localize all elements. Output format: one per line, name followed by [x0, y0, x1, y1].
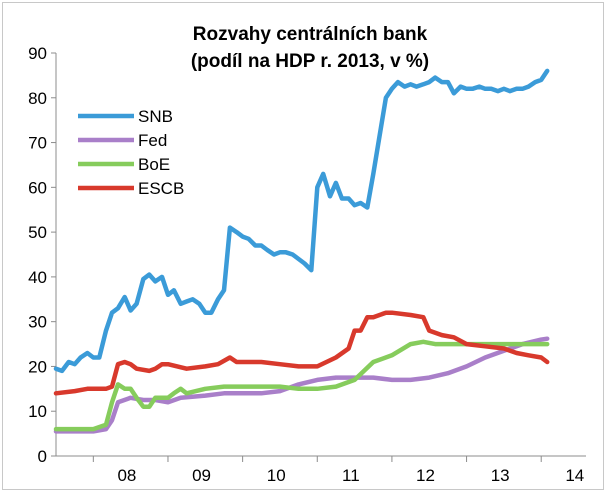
y-axis-ticks: 0 10 20 30 40 50 60 70 80 90	[28, 44, 56, 466]
series-line-fed	[53, 336, 550, 434]
x-tick-label: 13	[491, 466, 510, 485]
x-tick-label: 09	[192, 466, 211, 485]
legend-label-fed: Fed	[138, 131, 167, 150]
series-line-escb	[53, 310, 550, 396]
y-tick-label: 90	[28, 44, 47, 63]
y-tick-label: 60	[28, 178, 47, 197]
legend: SNB Fed BoE ESCB	[78, 107, 184, 198]
y-tick-label: 40	[28, 268, 47, 287]
chart-frame	[2, 2, 604, 490]
chart-subtitle: (podíl na HDP r. 2013, v %)	[191, 51, 429, 72]
y-tick-label: 20	[28, 357, 47, 376]
chart-title-group: Rozvahy centrálních bank (podíl na HDP r…	[191, 24, 429, 72]
x-axis-ticks: 08 09 10 11 12 13 14	[92, 456, 584, 485]
series-line-snb	[53, 68, 550, 374]
axes	[55, 53, 586, 457]
x-tick-label: 10	[267, 466, 286, 485]
chart-title: Rozvahy centrálních bank	[193, 24, 428, 45]
y-tick-label: 80	[28, 89, 47, 108]
y-tick-label: 30	[28, 313, 47, 332]
series-lines	[53, 68, 550, 434]
series-line-boe	[53, 339, 550, 432]
legend-label-boe: BoE	[138, 155, 170, 174]
x-tick-label: 12	[416, 466, 435, 485]
y-tick-label: 50	[28, 223, 47, 242]
x-tick-label: 11	[342, 466, 360, 485]
y-tick-label: 0	[38, 447, 47, 466]
legend-label-escb: ESCB	[138, 179, 184, 198]
y-tick-label: 10	[28, 402, 47, 421]
x-tick-label: 14	[565, 466, 584, 485]
x-tick-label: 08	[117, 466, 136, 485]
y-tick-label: 70	[28, 134, 47, 153]
legend-label-snb: SNB	[138, 107, 173, 126]
